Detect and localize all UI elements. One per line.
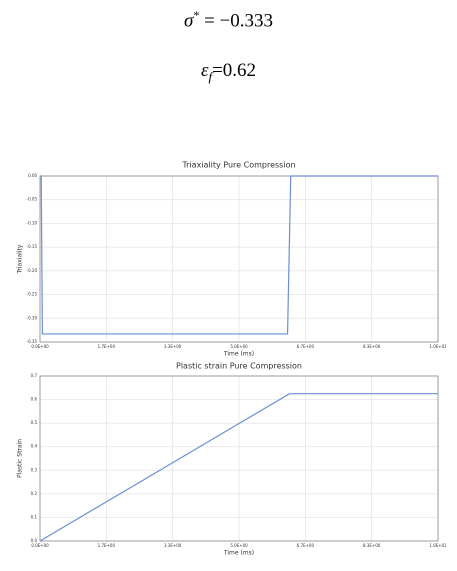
y-tick-label: -0.05 (27, 197, 38, 202)
y-tick-label: 0.00 (28, 173, 37, 178)
equation: εf=0.62 (0, 60, 457, 85)
equation-text: =0.62 (212, 60, 257, 81)
y-tick-label: 0.4 (31, 444, 38, 449)
equation: σ* = −0.333 (0, 8, 457, 32)
x-axis-label: Time (ms) (223, 351, 254, 358)
chart-title: Triaxiality Pure Compression (181, 161, 295, 170)
data-line (40, 175, 438, 335)
x-tick-label: 8.3E+00 (363, 344, 381, 349)
x-tick-label: 8.3E+00 (363, 543, 381, 548)
superscript: * (193, 8, 200, 22)
x-tick-label: 0.0E+00 (31, 543, 49, 548)
x-tick-label: 1.7E+00 (98, 344, 116, 349)
y-tick-label: 0.0 (31, 538, 38, 543)
y-tick-label: -0.25 (27, 292, 38, 297)
subscript: f (208, 68, 213, 84)
y-tick-label: -0.30 (27, 315, 38, 320)
chart-title: Plastic strain Pure Compression (176, 362, 302, 371)
x-tick-label: 5.0E+00 (230, 543, 248, 548)
x-axis-label: Time (ms) (223, 550, 254, 557)
x-tick-label: 3.3E+00 (164, 543, 182, 548)
x-tick-label: 6.7E+00 (297, 344, 315, 349)
y-tick-label: 0.6 (31, 397, 38, 402)
data-line (39, 393, 438, 542)
y-tick-label: -0.10 (27, 220, 38, 225)
symbol: ε (200, 60, 209, 81)
x-tick-label: 1.0E+01 (429, 344, 447, 349)
y-tick-label: 0.3 (31, 467, 38, 472)
x-tick-label: 0.0E+00 (31, 344, 49, 349)
y-axis-label: Triaxiality (17, 244, 24, 274)
symbol: σ (183, 10, 194, 32)
y-axis-label: Plastic Strain (17, 439, 24, 478)
y-tick-label: -0.35 (27, 339, 38, 344)
plot-frame (39, 175, 439, 343)
x-tick-label: 6.7E+00 (297, 543, 315, 548)
x-tick-label: 3.3E+00 (164, 344, 182, 349)
y-tick-label: -0.20 (27, 268, 38, 273)
y-tick-label: 0.2 (31, 491, 38, 496)
plot-frame (39, 375, 439, 542)
y-tick-label: 0.7 (31, 373, 38, 378)
x-tick-label: 1.0E+01 (429, 543, 447, 548)
y-tick-label: 0.1 (31, 514, 38, 519)
x-tick-label: 1.7E+00 (98, 543, 116, 548)
equation-text: = −0.333 (199, 10, 274, 32)
x-tick-label: 5.0E+00 (230, 344, 248, 349)
y-tick-label: 0.5 (31, 420, 38, 425)
y-tick-label: -0.15 (27, 244, 38, 249)
